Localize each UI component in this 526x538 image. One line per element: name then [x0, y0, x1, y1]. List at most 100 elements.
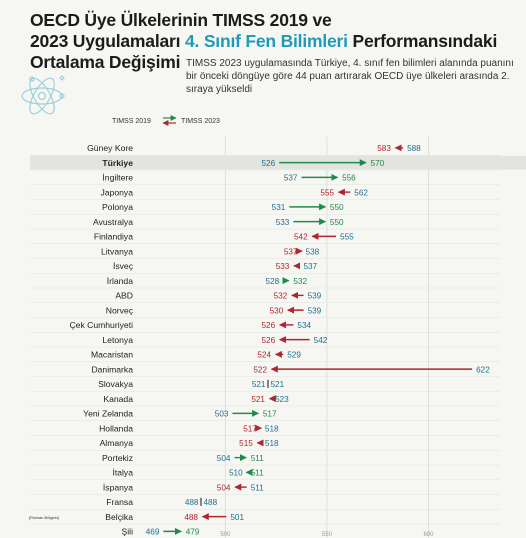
chart-row: İtalya 510 511 [30, 468, 500, 481]
value-2019-label: 622 [476, 365, 490, 374]
title-line-2-post: Performansındaki [347, 31, 498, 51]
value-2023-label: 521 [251, 395, 265, 404]
value-2019-label: 521 [252, 380, 266, 389]
country-label: Belçika [105, 512, 133, 522]
value-2023-label: 532 [274, 292, 288, 301]
description-text: TIMSS 2023 uygulamasında Türkiye, 4. sın… [186, 58, 514, 95]
chart-row: İrlanda 528 532 [30, 276, 500, 289]
country-label: Macaristan [91, 350, 133, 360]
value-2023-label: 542 [294, 233, 308, 242]
value-2019-label: 533 [276, 218, 290, 227]
country-label: İsveç [113, 261, 134, 271]
value-2019-label: 539 [308, 306, 322, 315]
chart-title: OECD Üye Ülkelerinin TIMSS 2019 ve 2023 … [30, 10, 510, 73]
value-2019-label: 523 [275, 395, 289, 404]
value-2023-label: 550 [330, 218, 344, 227]
value-2023-label: 511 [251, 454, 264, 463]
value-2023-label: 521 [271, 380, 285, 389]
value-2023-label: 504 [217, 483, 231, 492]
chart-row: Fransa 488 488 [30, 497, 500, 510]
value-2023-label: 532 [293, 277, 307, 286]
country-label: Polonya [102, 202, 133, 212]
chart-row: Kanada 523 521 [30, 394, 500, 407]
value-2019-label: 501 [230, 513, 244, 522]
country-label: İrlanda [107, 276, 133, 286]
value-2019-label: 503 [215, 410, 229, 419]
value-2019-label: 562 [354, 188, 368, 197]
country-label: Yeni Zelanda [83, 409, 133, 419]
country-label: Güney Kore [87, 143, 133, 153]
country-label: Portekiz [102, 453, 133, 463]
value-2019-label: 518 [265, 424, 279, 433]
value-2019-label: 504 [217, 454, 231, 463]
value-2023-label: 537 [284, 247, 298, 256]
value-2023-label: 550 [330, 203, 344, 212]
value-2019-label: 588 [407, 144, 421, 153]
title-line-3: Ortalama Değişimi [30, 52, 181, 72]
country-label: İtalya [112, 468, 133, 478]
value-2019-label: 531 [272, 203, 286, 212]
country-label: Slovakya [98, 379, 133, 389]
chart-row: Avustralya 533 550 [30, 217, 500, 230]
value-2019-label: 537 [304, 262, 318, 271]
country-label: Danimarka [91, 364, 133, 374]
value-2019-label: 529 [287, 351, 301, 360]
value-2019-label: 537 [284, 174, 298, 183]
value-2023-label: 488 [203, 498, 217, 507]
value-2023-label: 511 [251, 469, 264, 478]
country-label: İngiltere [102, 173, 133, 183]
value-2019-label: 539 [308, 292, 322, 301]
value-2019-label: 528 [266, 277, 280, 286]
chart-row: Slovakya 521 521 [30, 379, 500, 392]
dumbbell-chart: TIMSS 2019 TIMSS 2023 Güney Kore 588 583 Tür… [29, 115, 526, 538]
value-2019-label: 518 [265, 439, 279, 448]
country-label: Japonya [101, 187, 134, 197]
chart-row: ABD 539 532 [30, 291, 500, 304]
value-2023-label: 524 [257, 351, 271, 360]
x-tick-label: 550 [322, 532, 333, 538]
country-label: ABD [115, 291, 133, 301]
chart-row: Türkiye 526 570 [30, 155, 526, 171]
country-label: Şili [122, 527, 134, 537]
chart-row: Portekiz 504 511 [30, 453, 500, 466]
value-2023-label: 517 [243, 424, 257, 433]
chart-row: Polonya 531 550 [30, 202, 500, 215]
chart-row: Norveç 539 530 [30, 305, 500, 318]
value-2023-label: 530 [270, 306, 284, 315]
chart-row: Çek Cumhuriyeti 534 526 [30, 320, 500, 333]
country-note: (Flaman Bölgesi) [29, 515, 60, 520]
chart-row: Şili 469 479 [122, 527, 200, 537]
legend-from-label: TIMSS 2019 [112, 118, 151, 125]
country-label: Finlandiya [94, 232, 133, 242]
value-2023-label: 533 [276, 262, 290, 271]
country-label: Norveç [106, 305, 134, 315]
chart-row: Almanya 518 515 [30, 438, 500, 451]
chart-row: Yeni Zelanda 503 517 [30, 409, 500, 422]
country-label: Fransa [106, 497, 133, 507]
country-label: Türkiye [102, 158, 133, 168]
value-2023-label: 522 [253, 365, 267, 374]
value-2019-label: 542 [314, 336, 328, 345]
country-label: Avustralya [93, 217, 133, 227]
chart-row: Belçika (Flaman Bölgesi) 501 488 [29, 512, 500, 525]
chart-row: Güney Kore 588 583 [30, 143, 500, 156]
title-highlight: 4. Sınıf Fen Bilimleri [184, 31, 348, 51]
value-2023-label: 556 [342, 174, 356, 183]
value-2023-label: 570 [371, 159, 385, 168]
value-2019-label: 510 [229, 469, 243, 478]
value-2019-label: 469 [146, 528, 160, 537]
x-tick-label: 500 [220, 532, 231, 538]
value-2023-label: 555 [320, 188, 334, 197]
value-2019-label: 488 [185, 498, 199, 507]
legend-to-label: TIMSS 2023 [181, 118, 220, 125]
country-label: Çek Cumhuriyeti [69, 320, 133, 330]
country-label: Litvanya [101, 246, 133, 256]
value-2019-label: 538 [306, 247, 320, 256]
title-line-1: OECD Üye Ülkelerinin TIMSS 2019 ve [30, 10, 332, 30]
chart-row: İspanya 511 504 [30, 482, 500, 495]
chart-row: İsveç 537 533 [30, 261, 500, 274]
country-label: Almanya [100, 438, 134, 448]
value-2023-label: 515 [239, 439, 253, 448]
x-tick-label: 600 [423, 532, 434, 538]
chart-row: İngiltere 537 556 [30, 173, 500, 186]
